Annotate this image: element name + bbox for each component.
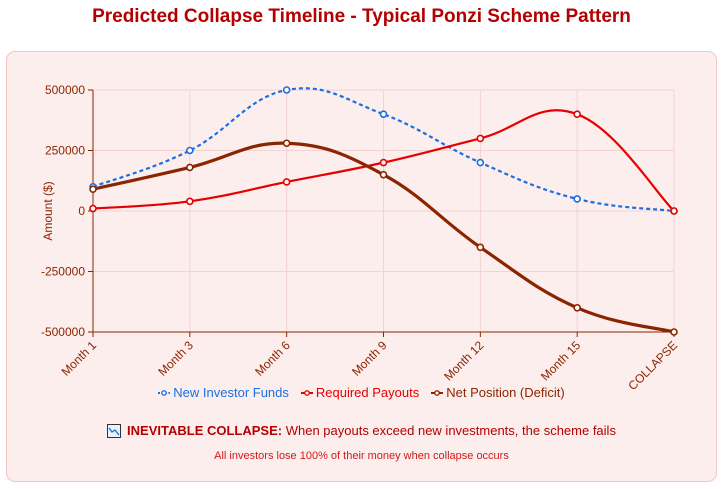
x-tick-label: Month 15 [538, 338, 584, 384]
data-point[interactable] [282, 86, 291, 94]
x-tick-label: Month 12 [441, 338, 487, 384]
data-point[interactable] [573, 303, 581, 312]
x-tick-label: Month 3 [155, 338, 196, 379]
y-tick-label: -500000 [41, 325, 85, 339]
grid-layer [92, 89, 675, 333]
data-point[interactable] [670, 328, 678, 336]
data-point[interactable] [379, 170, 388, 179]
legend-label: New Investor Funds [173, 385, 289, 400]
y-tick-label: 0 [78, 204, 85, 218]
loss-note: All investors lose 100% of their money w… [214, 450, 509, 462]
y-tick-label: 500000 [45, 83, 85, 97]
legend-swatch [431, 389, 444, 397]
data-point[interactable] [89, 185, 97, 194]
x-tick-label: Month 1 [59, 338, 100, 379]
data-point[interactable] [476, 243, 485, 252]
page-title: Predicted Collapse Timeline - Typical Po… [92, 6, 631, 27]
legend-item[interactable]: Required Payouts [300, 385, 420, 400]
data-point[interactable] [573, 195, 581, 203]
collapse-text: When payouts exceed new investments, the… [285, 423, 616, 438]
legend-item[interactable]: Net Position (Deficit) [431, 385, 565, 400]
legend-label: Net Position (Deficit) [446, 385, 565, 400]
data-point[interactable] [476, 134, 485, 143]
legend: New Investor Funds Required Payouts Net Po… [0, 385, 723, 400]
series-layer [89, 86, 678, 336]
data-point[interactable] [186, 163, 194, 172]
collapse-note: INEVITABLE COLLAPSE: When payouts exceed… [0, 423, 723, 438]
legend-item[interactable]: New Investor Funds [158, 385, 289, 400]
data-point[interactable] [282, 139, 291, 148]
data-point[interactable] [89, 204, 97, 213]
y-tick-label: -250000 [41, 265, 85, 279]
legend-swatch [300, 389, 313, 397]
y-axis-label: Amount ($) [41, 181, 55, 240]
data-point[interactable] [282, 178, 291, 186]
collapse-label: INEVITABLE COLLAPSE: [127, 423, 283, 438]
data-point[interactable] [379, 110, 388, 118]
data-point[interactable] [476, 158, 485, 167]
data-point[interactable] [186, 197, 194, 206]
chart-panel [6, 51, 717, 482]
data-point[interactable] [573, 110, 581, 118]
data-point[interactable] [670, 207, 678, 215]
y-tick-label: 250000 [45, 144, 85, 158]
legend-swatch [158, 389, 171, 397]
chart-warning-icon [107, 423, 122, 438]
x-tick-label: Month 9 [349, 338, 390, 379]
data-point[interactable] [379, 158, 388, 167]
legend-label: Required Payouts [315, 385, 420, 400]
data-point[interactable] [186, 146, 194, 155]
x-tick-label: Month 6 [252, 338, 293, 379]
